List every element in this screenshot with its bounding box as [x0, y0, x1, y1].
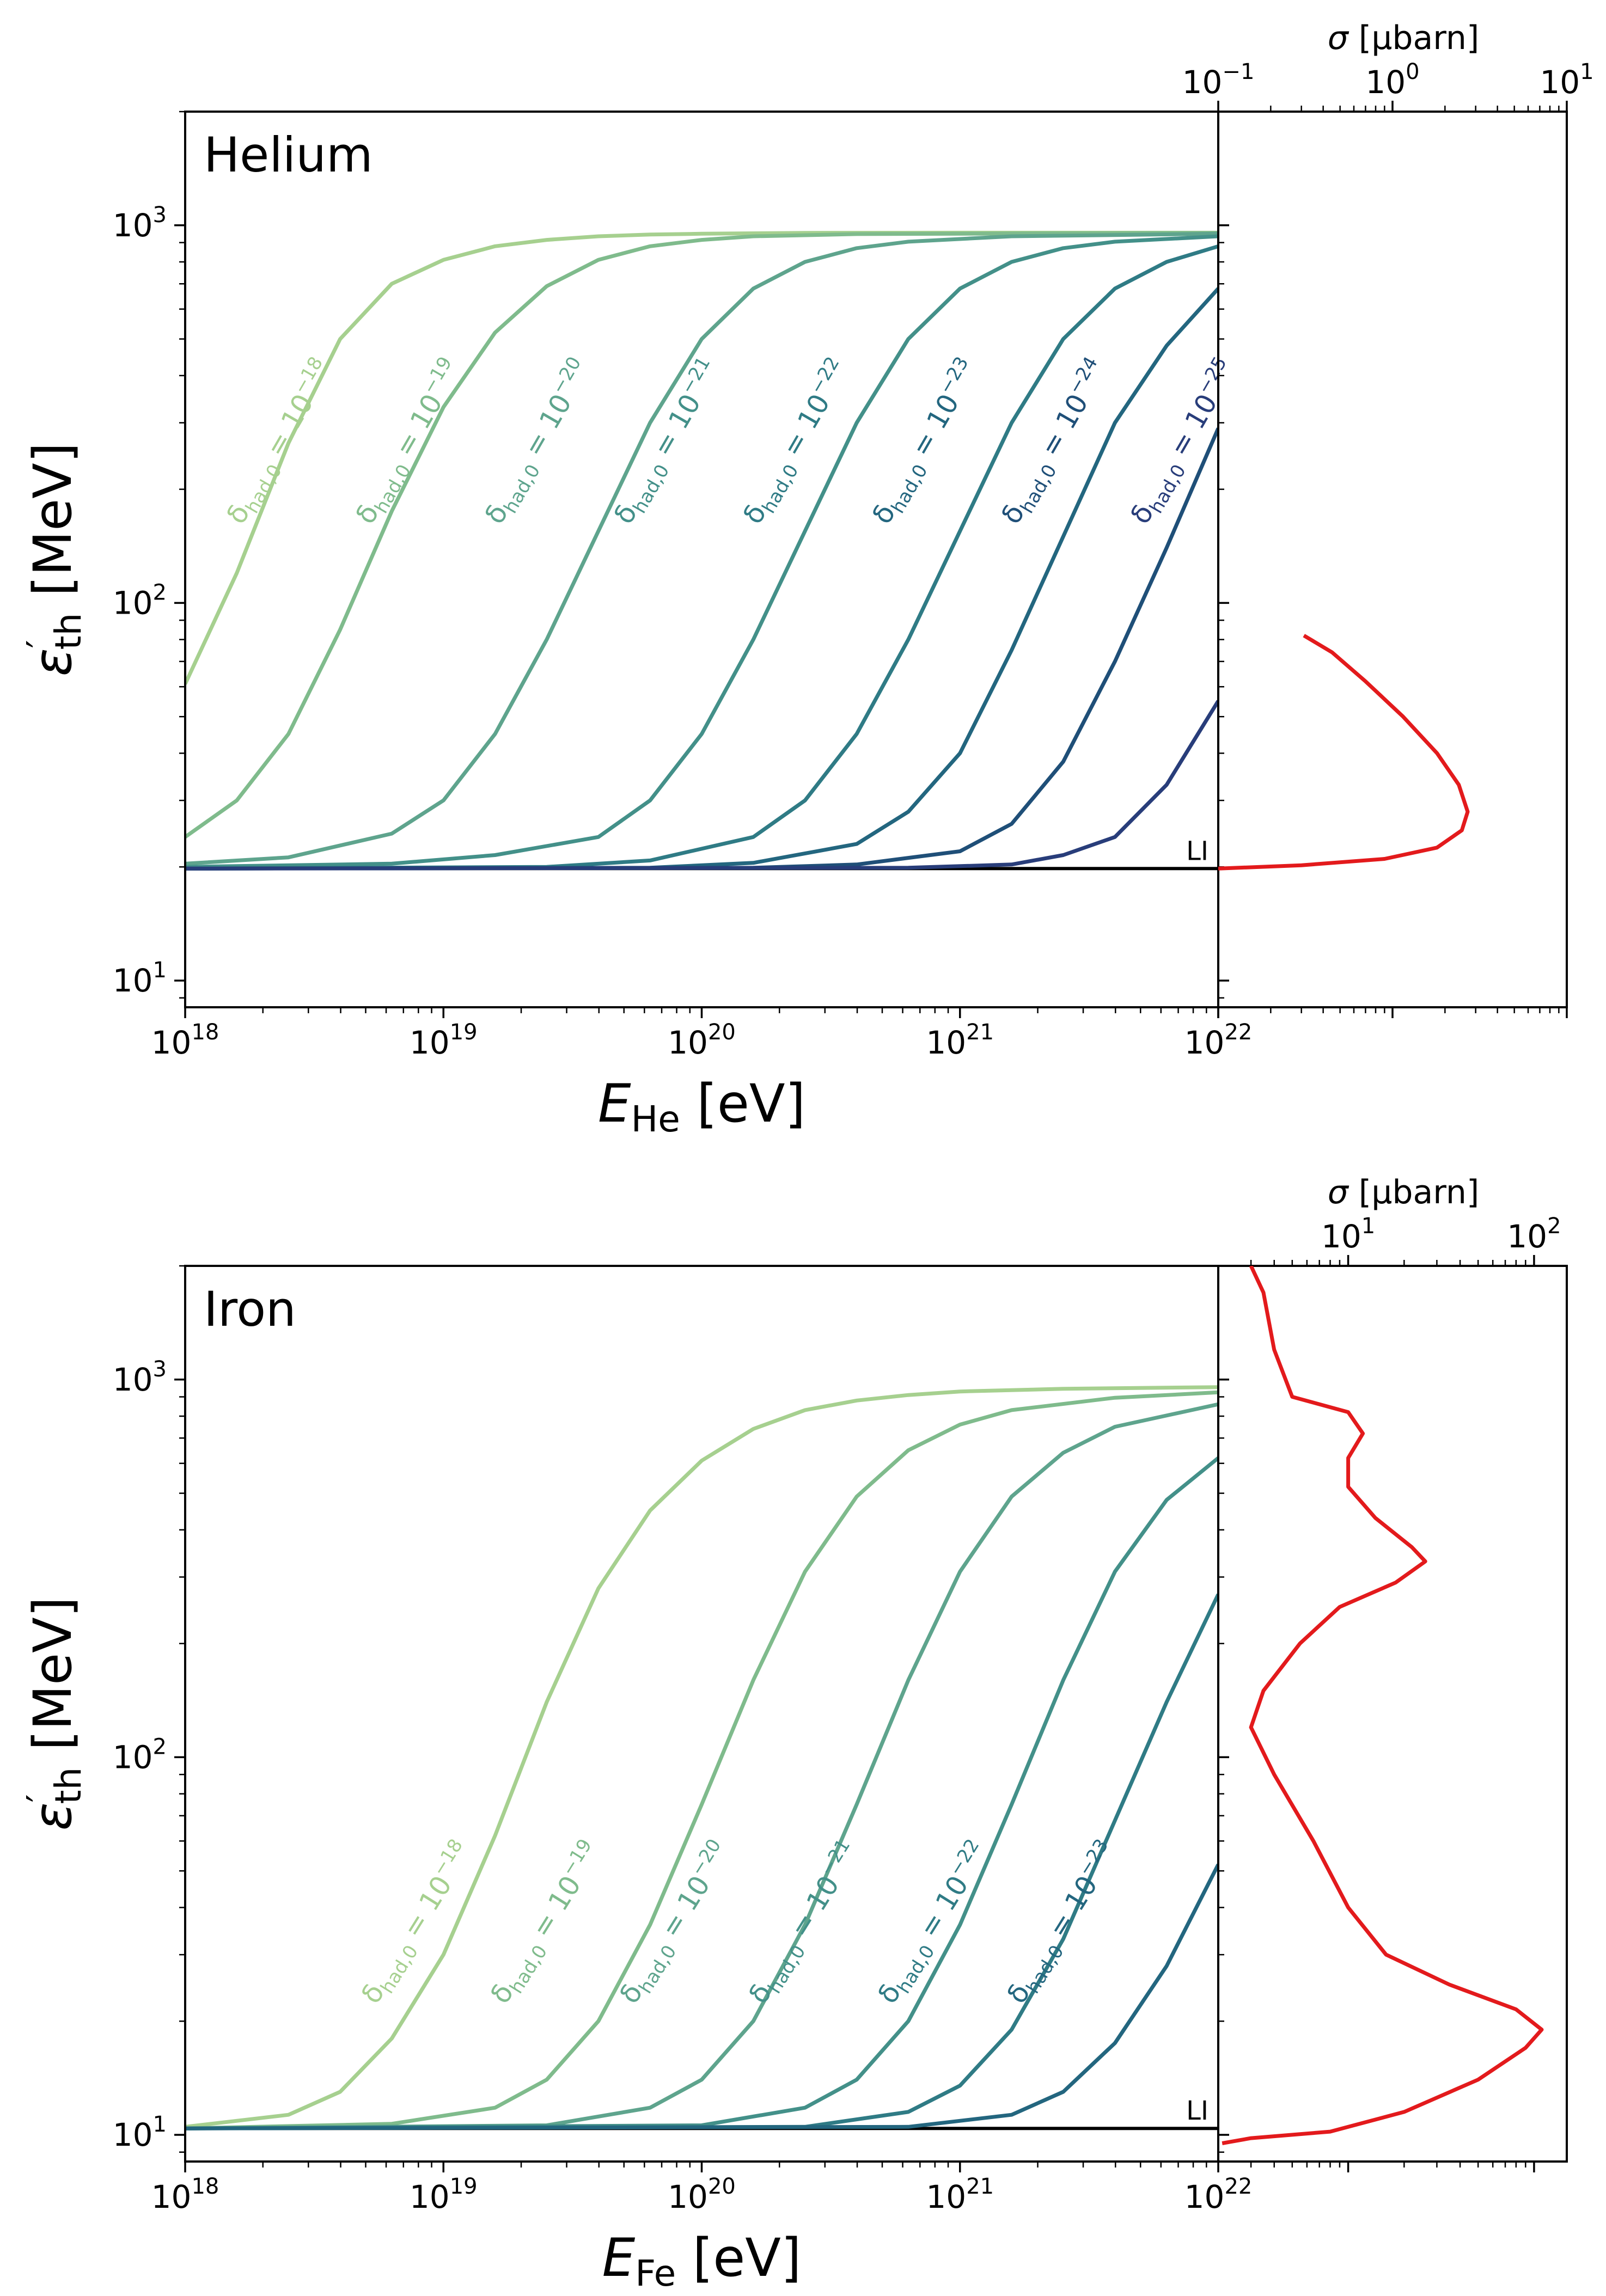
side-top-tick-label: 10−1: [1182, 59, 1255, 101]
series-line-5: [185, 244, 1218, 871]
series-label-7: δhad,0 = 10−24: [992, 353, 1118, 531]
li-label: LI: [1186, 836, 1208, 866]
x-axis-label: EFe [eV]: [602, 2227, 802, 2294]
x-tick-label: 1018: [151, 2174, 219, 2215]
y-tick-label: 103: [113, 203, 167, 244]
x-tick-label: 1021: [926, 2174, 994, 2215]
y-tick-label: 102: [113, 580, 167, 621]
series-label-2: δhad,0 = 10−19: [481, 1835, 612, 2011]
li-label: LI: [1186, 2096, 1208, 2126]
x-tick-label: 1022: [1184, 2174, 1253, 2215]
series-label-4: δhad,0 = 10−21: [739, 1835, 870, 2011]
side-top-tick-label: 101: [1321, 1214, 1375, 1255]
y-axis-label: ε′th [MeV]: [19, 1597, 89, 1831]
series-label-1: δhad,0 = 10−18: [217, 353, 343, 531]
y-tick-label: 101: [113, 958, 167, 999]
x-tick-label: 1022: [1184, 1020, 1253, 1061]
side-axis-label: σ [μbarn]: [1328, 19, 1480, 57]
x-tick-label: 1021: [926, 1020, 994, 1061]
series-label-6: δhad,0 = 10−23: [998, 1835, 1129, 2011]
main-axes-frame: [184, 1265, 1219, 2163]
cross-section-line: [1222, 1266, 1544, 2145]
series-line-4: [185, 1456, 1218, 2130]
series-line-1: [185, 1385, 1218, 2129]
series-line-2: [185, 1390, 1218, 2130]
y-tick-label: 102: [113, 1734, 167, 1775]
main-axes-frame: [184, 111, 1219, 1008]
series-line-3: [185, 1402, 1218, 2130]
side-top-tick-label: 102: [1507, 1214, 1561, 1255]
series-label-2: δhad,0 = 10−19: [346, 353, 473, 531]
panel-label: Iron: [204, 1281, 296, 1337]
series-label-5: δhad,0 = 10−22: [868, 1835, 999, 2011]
series-label-5: δhad,0 = 10−22: [734, 353, 860, 531]
x-tick-label: 1019: [410, 1020, 478, 1061]
x-tick-label: 1019: [410, 2174, 478, 2215]
side-axes-frame: [1217, 111, 1568, 1008]
side-top-tick-label: 100: [1365, 59, 1419, 101]
x-tick-label: 1018: [151, 1020, 219, 1061]
y-tick-label: 103: [113, 1357, 167, 1398]
side-axis-label: σ [μbarn]: [1328, 1173, 1480, 1211]
series-line-6: [185, 287, 1218, 871]
series-line-7: [185, 427, 1218, 871]
side-top-tick-label: 101: [1540, 59, 1593, 101]
series-label-1: δhad,0 = 10−18: [352, 1835, 483, 2011]
series-line-8: [185, 700, 1218, 871]
x-axis-label: EHe [eV]: [598, 1073, 805, 1140]
x-tick-label: 1020: [668, 1020, 736, 1061]
series-line-3: [185, 231, 1218, 866]
y-axis-label: ε′th [MeV]: [19, 443, 89, 677]
series-line-6: [185, 1863, 1218, 2130]
x-tick-label: 1020: [668, 2174, 736, 2215]
cross-section-line: [1218, 634, 1470, 871]
series-line-1: [185, 230, 1218, 685]
panel-label: Helium: [204, 127, 373, 183]
series-line-4: [185, 234, 1218, 869]
series-label-4: δhad,0 = 10−21: [604, 353, 731, 531]
series-line-2: [185, 231, 1218, 839]
side-axes-frame: [1217, 1265, 1568, 2163]
y-tick-label: 101: [113, 2112, 167, 2153]
series-line-5: [185, 1593, 1218, 2130]
series-label-3: δhad,0 = 10−20: [475, 353, 602, 531]
